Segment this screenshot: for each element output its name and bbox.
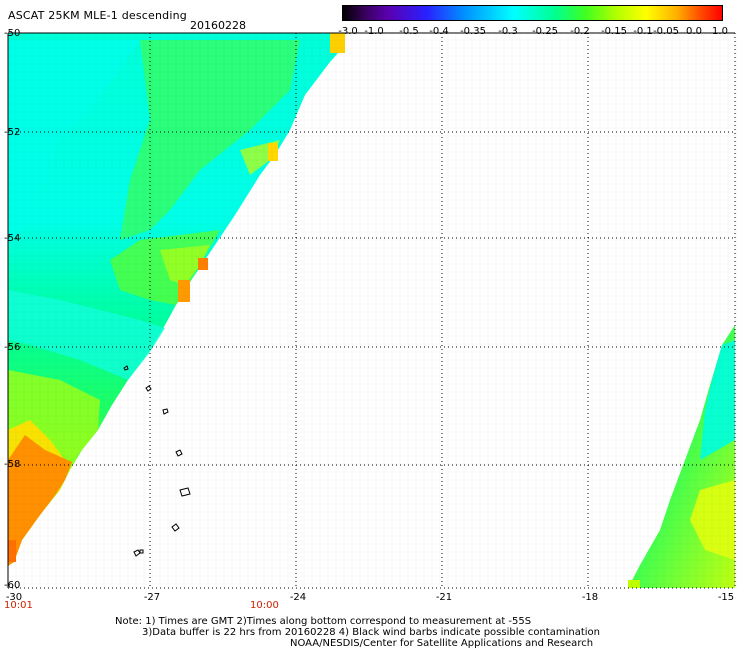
colorbar-label: -0.4 (429, 26, 449, 37)
colorbar-label: -0.3 (498, 26, 518, 37)
colorbar-label: 1.0 (712, 26, 728, 37)
island-outlines (123, 365, 191, 557)
map-date: 20160228 (190, 19, 246, 32)
lat-label: -58 (4, 459, 21, 470)
time-label: 10:00 (250, 600, 279, 611)
lat-label: -50 (4, 28, 21, 39)
colorbar-label: -1.0 (364, 26, 384, 37)
lon-label: -30 (5, 592, 23, 603)
map-gridlines (8, 33, 736, 589)
pixel-grid-overlay (8, 33, 738, 588)
colorbar-label: -0.35 (460, 26, 486, 37)
colorbar-label: -0.05 (653, 26, 679, 37)
time-label: 10:01 (4, 600, 33, 611)
colorbar-label: 0.0 (686, 26, 702, 37)
map-title: ASCAT 25KM MLE-1 descending (8, 9, 187, 22)
colorbar-label: -0.2 (570, 26, 590, 37)
lat-label: -54 (4, 233, 21, 244)
lon-label: -24 (289, 592, 307, 603)
lon-label: -18 (581, 592, 599, 603)
lon-label: -15 (717, 592, 735, 603)
footnote-credit: NOAA/NESDIS/Center for Satellite Applica… (290, 638, 594, 649)
colorbar-label: -0.5 (399, 26, 419, 37)
lon-label: -21 (435, 592, 453, 603)
colorbar-label: -0.1 (633, 26, 653, 37)
lat-label: -56 (4, 342, 21, 353)
lat-label: -52 (4, 127, 21, 138)
footnote-line: Note: 1) Times are GMT 2)Times along bot… (115, 616, 532, 627)
footnote-line: 3)Data buffer is 22 hrs from 20160228 4)… (142, 627, 600, 638)
lat-label: -60 (4, 580, 21, 591)
colorbar-label: -3.0 (338, 26, 358, 37)
color-scale-bar (342, 5, 723, 21)
lon-label: -27 (143, 592, 161, 603)
colorbar-label: -0.15 (601, 26, 627, 37)
colorbar-label: -0.25 (532, 26, 558, 37)
